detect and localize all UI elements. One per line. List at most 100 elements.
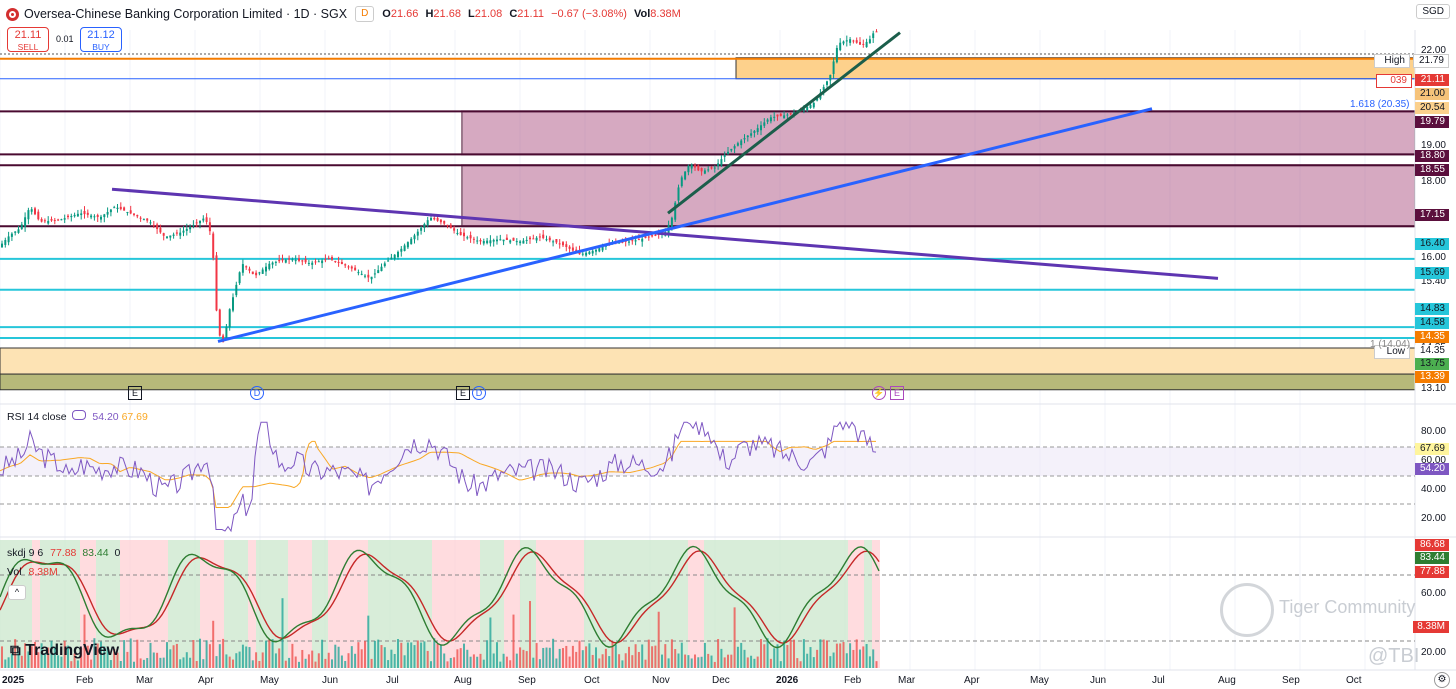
- symbol-title[interactable]: Oversea-Chinese Banking Corporation Limi…: [24, 7, 348, 21]
- volume-bar: [555, 658, 558, 668]
- earnings-marker[interactable]: E: [890, 386, 904, 400]
- level-tag-1855: 18.55: [1415, 164, 1449, 176]
- volume-bar: [545, 647, 548, 668]
- dividend-marker[interactable]: D: [250, 386, 264, 400]
- high-label: High: [1374, 54, 1410, 68]
- candle-body: [459, 231, 462, 236]
- split-marker-icon[interactable]: ⚡: [872, 386, 886, 400]
- volume-bar: [538, 659, 541, 668]
- candle-body: [251, 271, 254, 275]
- volume-bar: [459, 648, 462, 668]
- volume-bar: [670, 639, 673, 668]
- volume-legend[interactable]: Vol 8.38M: [7, 566, 58, 578]
- volume-bar: [225, 654, 228, 668]
- earnings-marker[interactable]: E: [456, 386, 470, 400]
- volume-bar: [304, 658, 307, 668]
- volume-bar: [291, 643, 294, 668]
- candle-body: [786, 114, 789, 116]
- candle-body: [875, 31, 878, 33]
- skdj-legend[interactable]: skdj 9 6 77.88 83.44 0: [7, 547, 121, 559]
- resistance-zone: [461, 164, 1416, 228]
- skdj-bg: [384, 540, 392, 668]
- sell-button[interactable]: 21.11 SELL: [7, 27, 49, 52]
- volume-bar: [852, 649, 855, 668]
- candle-body: [769, 117, 772, 122]
- skdj-bg: [80, 540, 88, 668]
- skdj-bg: [0, 540, 8, 668]
- rsi-value-tag: 54.20: [1415, 463, 1449, 475]
- level-tag-1979: 19.79: [1415, 116, 1449, 128]
- candle-body: [588, 251, 591, 255]
- volume-bar: [156, 652, 159, 668]
- rsi-legend[interactable]: RSI 14 close 54.20 67.69: [7, 410, 148, 423]
- volume-bar: [354, 653, 357, 668]
- volume-bar: [621, 660, 624, 668]
- candle-body: [350, 266, 353, 269]
- skdj-bg: [16, 540, 24, 668]
- time-axis-label: Mar: [898, 675, 916, 686]
- candle-body: [205, 217, 208, 222]
- candle-body: [284, 259, 287, 263]
- delayed-badge[interactable]: D: [355, 6, 375, 22]
- volume-bar: [24, 643, 27, 668]
- skdj-bg: [736, 540, 744, 668]
- candle-body: [542, 234, 545, 239]
- volume-bar: [849, 643, 852, 668]
- candle-body: [20, 224, 23, 230]
- volume-bar: [720, 648, 723, 668]
- volume-bar: [126, 651, 129, 668]
- price-scale-label: 19.00: [1421, 140, 1446, 151]
- volume-bar: [631, 655, 634, 668]
- candle-body: [472, 238, 475, 240]
- candle-body: [532, 238, 535, 240]
- dividend-marker[interactable]: D: [472, 386, 486, 400]
- rsi-settings-icon[interactable]: [72, 410, 87, 420]
- demand-zone: [0, 347, 1416, 375]
- currency-selector[interactable]: SGD: [1416, 4, 1450, 19]
- volume-bar: [760, 639, 762, 668]
- buy-button[interactable]: 21.12 BUY: [80, 27, 122, 52]
- skdj-bg: [496, 540, 504, 668]
- volume-bar: [453, 657, 456, 668]
- skdj-bg: [560, 540, 568, 668]
- candle-body: [733, 146, 736, 149]
- volume-bar: [106, 647, 109, 668]
- skdj-bg: [712, 540, 720, 668]
- volume-bar: [505, 656, 508, 668]
- volume-bar: [162, 657, 165, 668]
- candle-body: [202, 218, 205, 221]
- skdj-bg: [344, 540, 352, 668]
- volume-bar: [80, 648, 83, 668]
- volume-bar: [109, 660, 112, 668]
- time-axis-label: 2026: [776, 675, 799, 686]
- time-axis-label: Apr: [964, 675, 980, 686]
- volume-bar: [598, 658, 601, 668]
- candle-body: [862, 43, 865, 45]
- volume-bar: [595, 647, 597, 668]
- earnings-marker[interactable]: E: [128, 386, 142, 400]
- volume-bar: [832, 652, 835, 668]
- rsi-axis-label: 40.00: [1421, 484, 1446, 495]
- candle-body: [621, 241, 624, 243]
- level-tag-1569: 15.69: [1415, 267, 1449, 279]
- collapse-chevron-icon[interactable]: ^: [8, 585, 26, 600]
- tiger-logo-icon: [1220, 583, 1274, 637]
- candle-body: [832, 61, 835, 74]
- volume-bar: [166, 642, 168, 668]
- skdj-bg: [512, 540, 520, 668]
- skdj-bg: [688, 540, 696, 668]
- resistance-zone: [461, 110, 1416, 156]
- volume-bar: [835, 643, 838, 668]
- candle-body: [562, 242, 564, 246]
- settings-gear-icon[interactable]: ⚙: [1434, 672, 1450, 688]
- volume-bar: [307, 654, 310, 668]
- fib-1618-label: 1.618 (20.35): [1350, 99, 1410, 110]
- skdj-bg: [696, 540, 704, 668]
- tiger-community-watermark: Tiger Community: [1279, 597, 1416, 617]
- candle-body: [743, 138, 746, 140]
- candle-body: [654, 234, 657, 236]
- candle-body: [80, 213, 83, 216]
- candle-body: [373, 273, 376, 275]
- volume-bar: [779, 661, 782, 668]
